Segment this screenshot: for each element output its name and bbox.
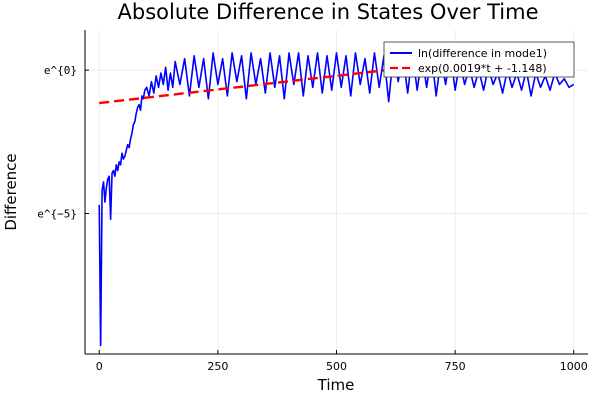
x-tick-label: 0 <box>96 360 103 373</box>
x-tick-label: 750 <box>445 360 466 373</box>
x-axis-label: Time <box>317 376 355 394</box>
legend-label-series-2: exp(0.0019*t + -1.148) <box>418 62 547 75</box>
ticks: 0 250 500 750 1000 e^{0} e^{−5} <box>37 64 588 373</box>
legend-box <box>383 41 575 78</box>
chart-title: Absolute Difference in States Over Time <box>118 0 539 24</box>
legend: ln(difference in mode1) exp(0.0019*t + -… <box>383 41 575 78</box>
y-tick-label: e^{−5} <box>37 208 77 221</box>
legend-label-series-1: ln(difference in mode1) <box>418 47 547 60</box>
x-tick-label: 250 <box>207 360 228 373</box>
x-tick-label: 1000 <box>560 360 588 373</box>
x-tick-label: 500 <box>326 360 347 373</box>
y-axis-label: Difference <box>2 153 20 230</box>
y-tick-label: e^{0} <box>44 64 77 77</box>
